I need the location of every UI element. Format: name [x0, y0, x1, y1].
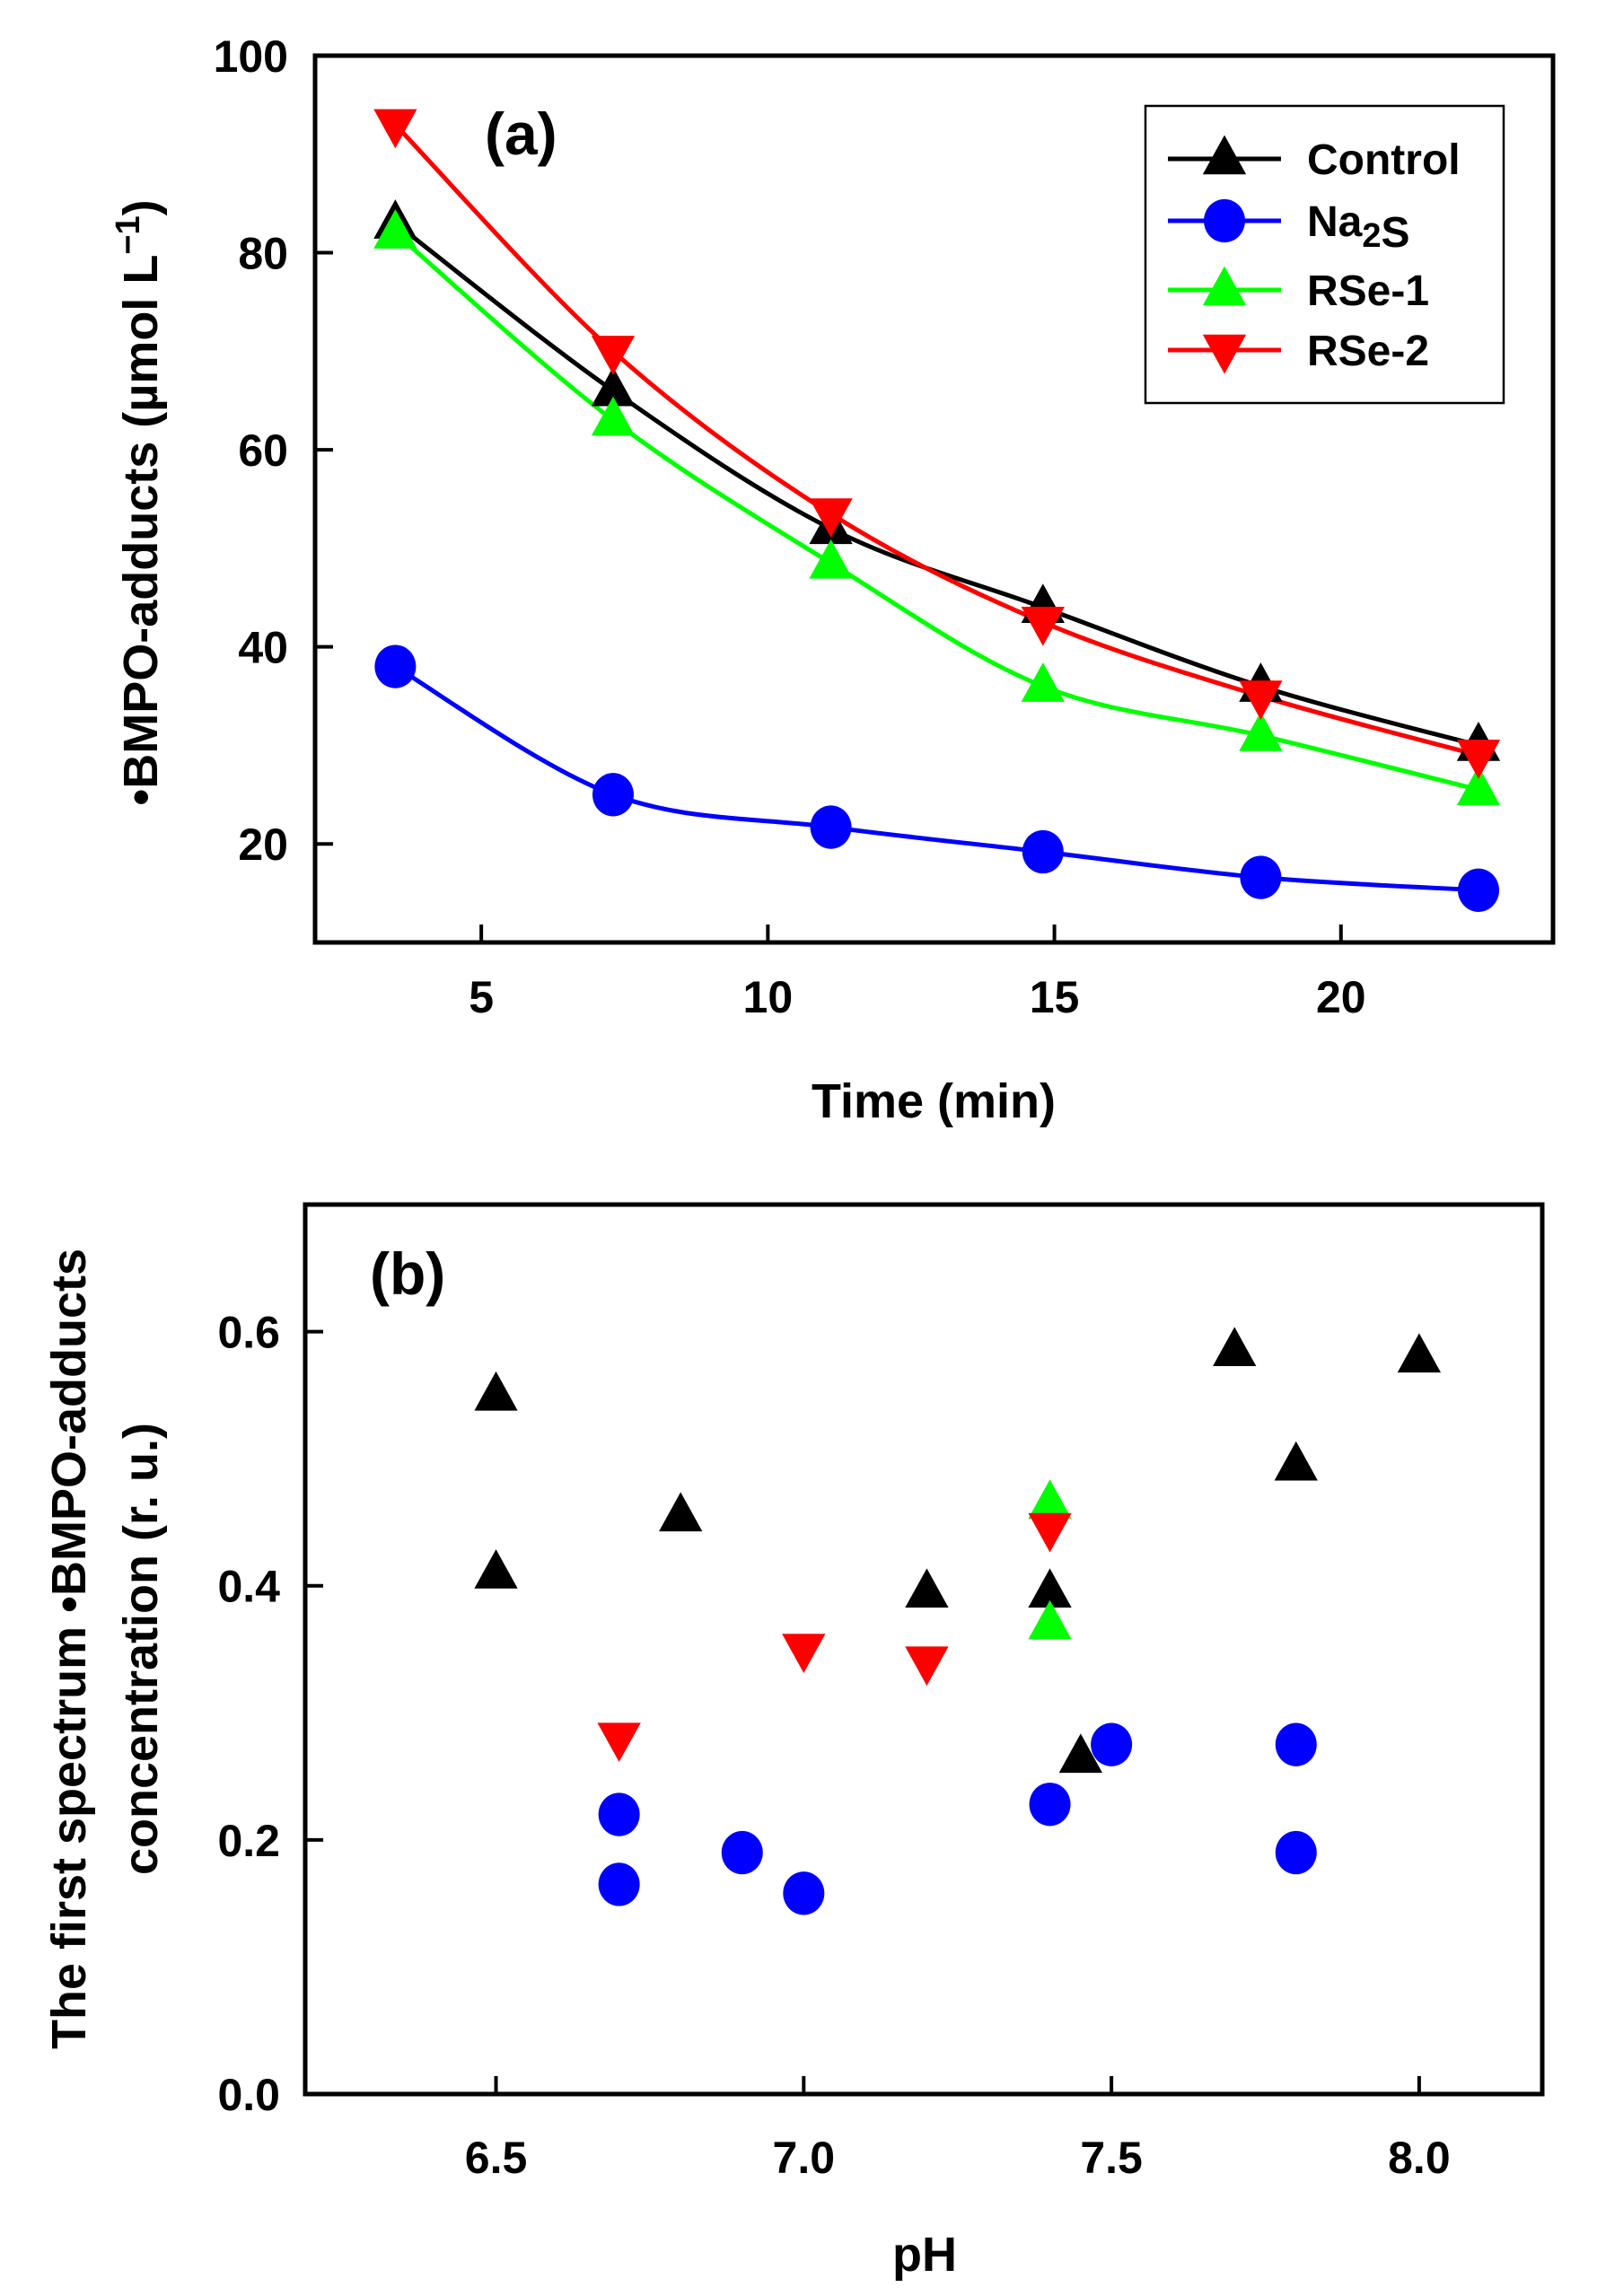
data-point-rse-2 — [809, 498, 853, 538]
data-point-na2s — [1091, 1722, 1133, 1766]
data-point-rse-2 — [597, 1722, 641, 1763]
y-axis-title-b-line1: The first spectrum •BMPO-adducts — [42, 1249, 96, 2049]
data-point-rse-2 — [1239, 680, 1283, 721]
data-point-rse-2 — [905, 1646, 949, 1687]
data-point-na2s — [1029, 1783, 1071, 1827]
data-point-control — [1213, 1327, 1257, 1367]
data-point-na2s — [810, 805, 852, 849]
data-point-rse-2 — [1028, 1512, 1072, 1553]
x-axis-title-b: pH — [892, 2228, 957, 2282]
legend-label: RSe-2 — [1307, 328, 1429, 375]
data-point-na2s — [1240, 855, 1282, 899]
y-axis-title-a-main: •BMPO-adducts (µmol L — [114, 255, 168, 806]
data-point-control — [474, 1371, 518, 1411]
y-tick-label-b: 0.4 — [217, 1562, 280, 1612]
data-point-na2s — [374, 644, 417, 688]
data-point-rse-2 — [1456, 740, 1501, 779]
data-point-na2s — [721, 1830, 763, 1875]
data-point-rse-2 — [1021, 606, 1065, 646]
plot-frame-b — [303, 1202, 1545, 2097]
data-point-control — [1274, 1441, 1318, 1481]
data-point-rse-1 — [809, 539, 853, 579]
data-point-rse-2 — [373, 109, 417, 149]
legend-marker-rse-2 — [1202, 334, 1247, 374]
x-tick-label-b: 8.0 — [1388, 2133, 1451, 2183]
data-point-na2s — [1275, 1722, 1317, 1766]
x-tick-label-b: 7.0 — [773, 2133, 836, 2183]
data-point-control — [474, 1549, 518, 1589]
x-tick-label-b: 7.5 — [1080, 2133, 1143, 2183]
data-point-control — [659, 1492, 703, 1532]
data-point-na2s — [1275, 1830, 1317, 1875]
data-point-rse-1 — [1028, 1599, 1072, 1640]
y-tick-label-b: 0.2 — [217, 1816, 280, 1866]
legend-box — [1144, 104, 1505, 405]
panel-label-b: (b) — [370, 1240, 445, 1307]
data-point-na2s — [592, 773, 634, 817]
y-tick-label-a: 80 — [238, 229, 288, 279]
data-point-control — [1058, 1733, 1102, 1774]
panel-label-a: (a) — [485, 101, 557, 167]
x-tick-label-b: 6.5 — [465, 2133, 528, 2183]
data-point-rse-1 — [1021, 662, 1065, 702]
y-tick-label-b: 0.0 — [217, 2070, 280, 2120]
chart-b: (b) pH The first spectrum •BMPO-adducts … — [42, 1202, 1545, 2282]
legend-label: Control — [1307, 136, 1461, 184]
y-axis-title-b-line2: concentration (r. u.) — [114, 1423, 168, 1875]
data-point-na2s — [1458, 868, 1500, 912]
y-tick-label-a: 20 — [238, 819, 288, 870]
data-point-control — [1028, 1568, 1072, 1608]
legend-marker-na2s — [1204, 198, 1245, 243]
legend: Control Na2S RSe-1 RSe-2 — [1168, 135, 1461, 375]
legend-label: RSe-1 — [1307, 267, 1429, 315]
legend-label: Na2S — [1307, 198, 1410, 257]
series-line-na2s — [394, 664, 1479, 893]
data-point-rse-2 — [782, 1634, 826, 1673]
x-axis-title-a: Time (min) — [812, 1074, 1056, 1128]
data-point-na2s — [1022, 829, 1064, 874]
legend-marker-rse-1 — [1202, 266, 1247, 306]
data-point-na2s — [598, 1792, 640, 1836]
y-tick-label-b: 0.6 — [217, 1308, 280, 1358]
y-tick-label-a: 100 — [214, 31, 288, 82]
data-point-rse-2 — [591, 336, 636, 375]
data-point-control — [1397, 1333, 1442, 1373]
x-tick-label-a: 5 — [469, 972, 494, 1022]
legend-marker-control — [1202, 135, 1247, 175]
x-tick-label-a: 15 — [1030, 972, 1080, 1022]
y-tick-label-a: 60 — [238, 425, 288, 476]
x-tick-label-a: 10 — [743, 972, 794, 1022]
chart-a: (a) Time (min) •BMPO-adducts (µmol L−1) … — [110, 31, 1556, 1128]
data-point-rse-1 — [1239, 712, 1283, 751]
plot-frame-a — [312, 53, 1556, 945]
data-point-na2s — [598, 1862, 640, 1906]
data-point-rse-1 — [373, 209, 417, 249]
y-axis-title-a-sup: −1 — [110, 215, 147, 254]
data-point-rse-1 — [591, 396, 636, 436]
data-point-control — [591, 366, 636, 407]
data-point-na2s — [783, 1871, 825, 1915]
y-axis-title-a: •BMPO-adducts (µmol L−1) — [110, 199, 168, 805]
x-tick-label-a: 20 — [1316, 972, 1366, 1022]
data-point-rse-1 — [1028, 1479, 1072, 1519]
series-line-rse-1 — [393, 231, 1479, 793]
y-axis-title-a-end: ) — [114, 199, 168, 215]
data-point-rse-1 — [1456, 766, 1501, 806]
y-tick-label-a: 40 — [238, 623, 288, 673]
data-point-control — [905, 1568, 949, 1608]
